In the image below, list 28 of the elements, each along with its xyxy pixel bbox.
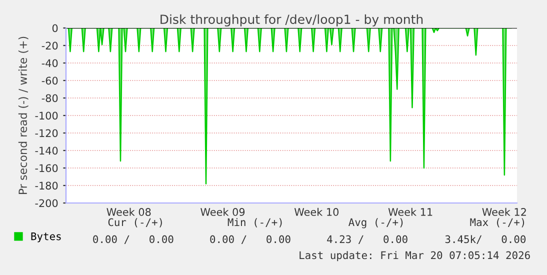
- x-tick-label: Week 12: [482, 208, 526, 216]
- y-tick-label: -100: [35, 112, 58, 120]
- x-tick-label: Week 10: [294, 208, 339, 216]
- y-tick-label: -20: [42, 42, 58, 50]
- y-tick-label: -200: [35, 199, 58, 208]
- x-tick-label: Week 08: [106, 208, 151, 216]
- chart-title: Disk throughput for /dev/loop1 - by month: [160, 14, 423, 26]
- y-tick-label: -160: [35, 164, 58, 172]
- text: 3.45k/ 0.00: [445, 235, 526, 244]
- y-tick-label: -180: [35, 182, 58, 190]
- y-tick-label: -60: [42, 76, 58, 85]
- text: 0.00 / 0.00: [93, 235, 174, 244]
- x-tick-label: Week 11: [388, 208, 432, 216]
- text: Avg (-/+): [348, 218, 403, 228]
- text: Last update: Fri Mar 20 07:05:14 2026: [300, 251, 530, 262]
- text: Min (-/+): [228, 218, 282, 228]
- y-tick-label: -120: [35, 129, 58, 138]
- y-axis-title: Pr second read (-) / write (+): [18, 36, 28, 194]
- text: 4.23 / 0.00: [327, 235, 408, 244]
- text: 0.00 / 0.00: [210, 235, 290, 244]
- legend-label: Bytes: [31, 232, 61, 242]
- y-tick-label: 0: [52, 24, 58, 32]
- y-tick-label: -140: [35, 146, 58, 155]
- x-tick-label: Week 09: [200, 208, 245, 216]
- y-tick-label: -80: [42, 94, 58, 102]
- text: Cur (-/+): [108, 218, 162, 228]
- text: Max (-/+): [470, 218, 524, 228]
- y-tick-label: -40: [42, 59, 58, 68]
